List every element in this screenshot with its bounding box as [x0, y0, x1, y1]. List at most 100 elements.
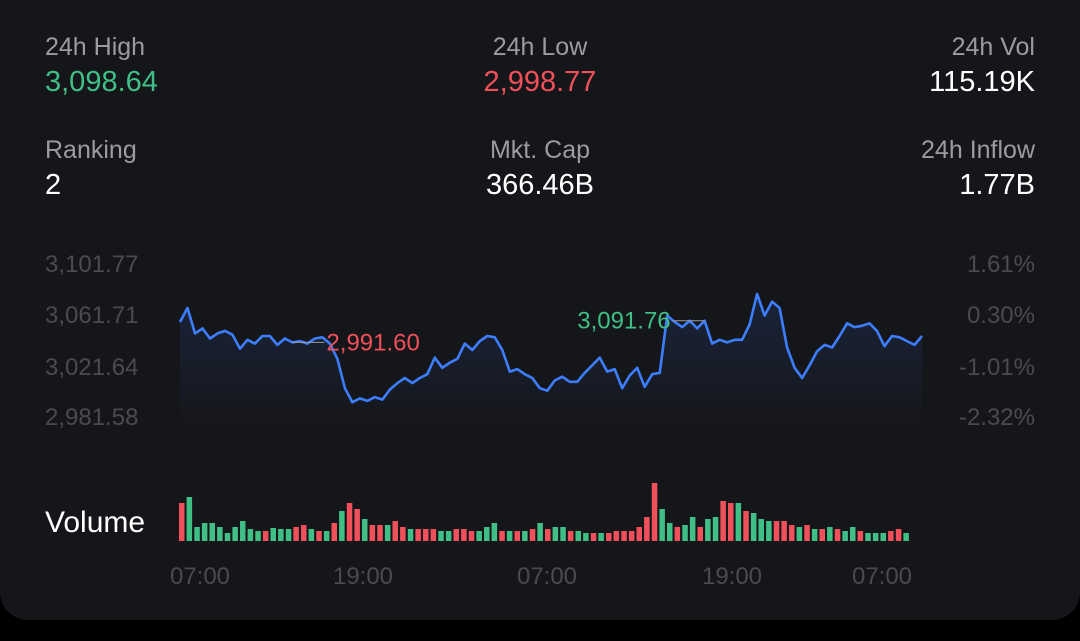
volume-bar: [895, 529, 902, 541]
volume-bar: [781, 521, 787, 541]
volume-bar: [194, 527, 200, 541]
volume-bar: [590, 533, 597, 541]
volume-bar: [285, 529, 292, 541]
price-chart[interactable]: 3,091.76 2,991.60: [0, 0, 1080, 620]
volume-bar: [407, 529, 414, 541]
volume-bar: [522, 531, 528, 541]
x-tick: 07:00: [516, 563, 578, 590]
stat-value: 2: [45, 169, 62, 201]
volume-bar: [339, 511, 345, 541]
volume-bar: [621, 531, 627, 541]
volume-bar: [850, 527, 856, 541]
volume-bar: [179, 503, 185, 541]
volume-bar: [674, 527, 681, 541]
stat-label: 24h Inflow: [921, 136, 1035, 164]
volume-bar: [773, 521, 780, 541]
volume-bar: [438, 531, 444, 541]
volume-bar: [354, 509, 360, 541]
volume-bar: [537, 523, 543, 541]
min-price-label: 2,991.60: [326, 329, 419, 356]
stat-label: 24h High: [45, 33, 146, 61]
volume-bar: [384, 525, 391, 541]
volume-bar: [415, 529, 421, 541]
stat-24h-high: 24h High 3,098.64: [45, 32, 158, 100]
volume-bar: [804, 525, 810, 541]
volume-bar: [468, 531, 475, 541]
volume-bar: [705, 519, 711, 541]
y-tick-right: 1.61%: [966, 251, 1035, 278]
volume-bar: [766, 521, 772, 541]
volume-bar: [834, 529, 841, 541]
volume-bar: [201, 523, 208, 541]
volume-bar: [186, 497, 193, 541]
volume-bar: [232, 527, 238, 541]
stat-label: 24h Low: [492, 33, 588, 61]
volume-bar: [667, 523, 673, 541]
volume-bar: [308, 529, 315, 541]
volume-bar: [750, 513, 757, 541]
volume-bar: [575, 531, 581, 541]
volume-bar: [735, 503, 742, 541]
volume-bar: [644, 517, 650, 541]
stat-value: 366.46B: [485, 169, 595, 201]
stat-value: 115.19K: [929, 66, 1035, 98]
volume-bar: [255, 531, 261, 541]
y-tick-right: -2.32%: [958, 404, 1035, 431]
volume-bar: [697, 527, 703, 541]
volume-bar: [377, 525, 383, 541]
stat-value: 1.77B: [959, 169, 1035, 201]
volume-bar: [552, 527, 559, 541]
volume-bar: [827, 527, 833, 541]
volume-bar: [240, 521, 246, 541]
y-tick-left: 2,981.58: [45, 404, 139, 431]
volume-bar: [598, 533, 604, 541]
volume-bar: [888, 531, 894, 541]
volume-bar: [331, 523, 337, 541]
stat-label: Ranking: [45, 136, 137, 164]
volume-bar: [728, 503, 734, 541]
volume-bar: [651, 483, 658, 541]
volume-bar: [682, 525, 688, 541]
volume-bar: [400, 527, 406, 541]
volume-bar: [659, 509, 665, 541]
volume-bar: [453, 529, 459, 541]
volume-bar: [262, 531, 269, 541]
volume-bar: [316, 531, 322, 541]
x-tick: 19:00: [332, 563, 394, 590]
volume-bar: [819, 529, 825, 541]
volume-bar: [613, 531, 620, 541]
volume-bar: [476, 531, 482, 541]
volume-bar: [514, 531, 520, 541]
volume-bar: [529, 529, 536, 541]
volume-bar: [865, 533, 871, 541]
volume-bar: [583, 533, 589, 541]
y-tick-right: 0.30%: [966, 302, 1035, 329]
volume-bar: [712, 517, 719, 541]
volume-bar: [628, 531, 635, 541]
volume-bar: [567, 531, 574, 541]
volume-bar: [362, 519, 368, 541]
volume-bar: [872, 533, 879, 541]
stat-value: 3,098.64: [45, 66, 158, 98]
volume-bar: [499, 531, 505, 541]
volume-bar: [636, 527, 642, 541]
volume-bar: [857, 531, 864, 541]
volume-bar: [209, 523, 215, 541]
x-tick: 07:00: [169, 563, 231, 590]
volume-bar: [720, 501, 726, 541]
x-tick: 07:00: [851, 563, 913, 590]
volume-bar: [217, 527, 223, 541]
volume-bar: [560, 527, 566, 541]
stat-mkt-cap: Mkt. Cap 366.46B: [340, 135, 740, 203]
volume-bar: [506, 531, 513, 541]
volume-bar: [445, 531, 452, 541]
volume-bar: [278, 529, 284, 541]
volume-bar: [369, 525, 376, 541]
volume-bar: [606, 533, 612, 541]
volume-bar: [484, 527, 490, 541]
volume-bar: [789, 525, 795, 541]
volume-bar: [689, 517, 696, 541]
volume-bar: [545, 529, 551, 541]
y-tick-left: 3,061.71: [45, 302, 139, 329]
stat-value: 2,998.77: [483, 66, 597, 98]
